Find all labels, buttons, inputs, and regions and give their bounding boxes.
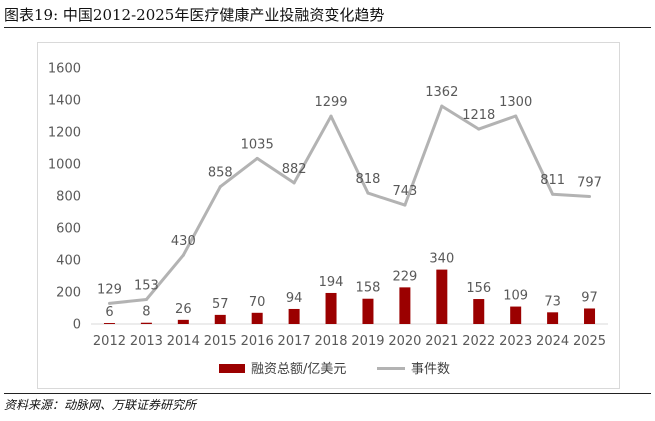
bar bbox=[584, 308, 596, 324]
y-tick-label: 1400 bbox=[48, 94, 81, 109]
x-tick-label: 2013 bbox=[130, 334, 163, 349]
bar-data-label: 57 bbox=[212, 297, 229, 312]
x-tick-label: 2021 bbox=[425, 334, 458, 349]
line-point bbox=[366, 191, 370, 195]
line-data-label: 153 bbox=[134, 279, 159, 294]
line-data-label: 1299 bbox=[314, 95, 347, 110]
x-tick-label: 2019 bbox=[351, 334, 384, 349]
line-point bbox=[477, 127, 481, 131]
bar-data-label: 340 bbox=[429, 252, 454, 267]
bar bbox=[362, 298, 374, 324]
legend-line-label: 事件数 bbox=[411, 362, 450, 377]
bar-data-label: 97 bbox=[581, 290, 598, 305]
line-data-label: 882 bbox=[282, 162, 307, 177]
y-tick-label: 1000 bbox=[48, 158, 81, 173]
bar-data-label: 6 bbox=[105, 305, 113, 320]
bar bbox=[103, 323, 115, 324]
line-point bbox=[403, 203, 407, 207]
x-tick-label: 2017 bbox=[278, 334, 311, 349]
bar bbox=[436, 269, 448, 324]
x-tick-label: 2014 bbox=[167, 334, 200, 349]
line-data-label: 811 bbox=[540, 173, 565, 188]
line-point bbox=[107, 301, 111, 305]
line-point bbox=[181, 253, 185, 257]
line-series bbox=[109, 104, 590, 305]
bar bbox=[399, 287, 411, 324]
y-tick-label: 0 bbox=[73, 318, 81, 333]
x-tick-label: 2023 bbox=[499, 334, 532, 349]
bar-data-label: 229 bbox=[392, 269, 417, 284]
x-tick-label: 2024 bbox=[536, 334, 569, 349]
line-point bbox=[218, 185, 222, 189]
bar bbox=[140, 322, 152, 324]
bar bbox=[288, 308, 300, 324]
y-tick-label: 400 bbox=[56, 254, 81, 269]
bar-data-label: 70 bbox=[249, 295, 266, 310]
x-tick-label: 2012 bbox=[93, 334, 126, 349]
plot-frame bbox=[37, 42, 620, 389]
x-tick-label: 2022 bbox=[462, 334, 495, 349]
line-data-label: 743 bbox=[392, 184, 417, 199]
line-data-label: 1362 bbox=[425, 85, 458, 100]
line-data-label: 797 bbox=[577, 175, 602, 190]
x-tick-label: 2020 bbox=[388, 334, 421, 349]
y-tick-label: 1600 bbox=[48, 62, 81, 77]
line-data-label: 858 bbox=[208, 166, 233, 181]
line-point bbox=[440, 104, 444, 108]
bar bbox=[510, 306, 522, 324]
line-data-label: 1300 bbox=[499, 95, 532, 110]
line-point bbox=[144, 298, 148, 302]
y-tick-label: 800 bbox=[56, 190, 81, 205]
bar-data-label: 73 bbox=[544, 294, 561, 309]
x-tick-label: 2025 bbox=[573, 334, 606, 349]
line-point bbox=[551, 192, 555, 196]
bar bbox=[251, 312, 263, 324]
source-note: 资料来源：动脉网、万联证券研究所 bbox=[4, 393, 651, 418]
x-tick-label: 2016 bbox=[241, 334, 274, 349]
bar-data-label: 94 bbox=[286, 291, 303, 306]
line-point bbox=[292, 181, 296, 185]
y-tick-label: 1200 bbox=[48, 126, 81, 141]
bar bbox=[177, 319, 189, 324]
bar-data-label: 109 bbox=[503, 289, 528, 304]
bar-data-label: 158 bbox=[356, 281, 381, 296]
y-tick-label: 600 bbox=[56, 222, 81, 237]
figure-title: 图表19: 中国2012-2025年医疗健康产业投融资变化趋势 bbox=[4, 3, 651, 28]
legend-bar-label: 融资总额/亿美元 bbox=[251, 362, 346, 377]
line-point bbox=[514, 114, 518, 118]
bar-data-label: 194 bbox=[319, 275, 344, 290]
bar-data-label: 156 bbox=[466, 281, 491, 296]
line-data-label: 129 bbox=[97, 282, 122, 297]
line-point bbox=[588, 194, 592, 198]
legend-bar-swatch bbox=[219, 364, 245, 373]
bar bbox=[473, 299, 485, 324]
bar bbox=[325, 292, 337, 324]
bar-data-label: 8 bbox=[142, 305, 150, 320]
y-tick-label: 200 bbox=[56, 286, 81, 301]
bar bbox=[547, 312, 559, 324]
line-data-label: 1035 bbox=[241, 137, 274, 152]
line-data-label: 818 bbox=[356, 172, 381, 187]
line-data-label: 1218 bbox=[462, 108, 495, 123]
x-tick-label: 2015 bbox=[204, 334, 237, 349]
bar bbox=[214, 314, 226, 324]
line-point bbox=[255, 156, 259, 160]
line-data-label: 430 bbox=[171, 234, 196, 249]
x-tick-label: 2018 bbox=[314, 334, 347, 349]
bar-data-label: 26 bbox=[175, 302, 192, 317]
line-point bbox=[329, 114, 333, 118]
